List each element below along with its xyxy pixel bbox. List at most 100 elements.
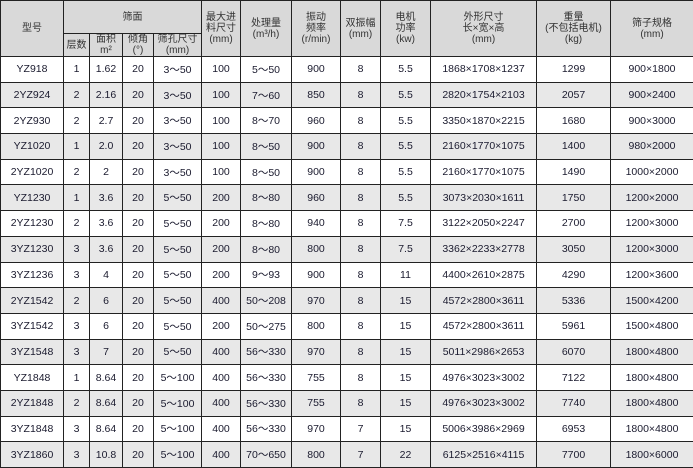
cell-motor-power: 5.5 xyxy=(381,108,431,134)
cell-aperture: 3～50 xyxy=(154,159,202,185)
cell-max-feed: 100 xyxy=(202,57,241,83)
cell-weight: 7740 xyxy=(537,390,611,416)
header-amplitude: 双振幅(mm) xyxy=(341,1,381,57)
cell-screen-spec: 1500×4800 xyxy=(611,313,693,339)
cell-capacity: 50～275 xyxy=(241,313,292,339)
cell-frequency: 970 xyxy=(292,416,341,442)
cell-area: 1.62 xyxy=(90,57,123,83)
cell-motor-power: 15 xyxy=(381,288,431,314)
cell-layers: 3 xyxy=(64,416,90,442)
cell-weight: 1490 xyxy=(537,159,611,185)
cell-screen-spec: 900×3000 xyxy=(611,108,693,134)
header-weight: 重量(不包括电机)(kg) xyxy=(537,1,611,57)
cell-dimensions: 1868×1708×1237 xyxy=(431,57,537,83)
cell-screen-spec: 1000×2000 xyxy=(611,159,693,185)
cell-motor-power: 5.5 xyxy=(381,82,431,108)
cell-layers: 2 xyxy=(64,82,90,108)
cell-weight: 1680 xyxy=(537,108,611,134)
cell-model: 2YZ924 xyxy=(1,82,64,108)
cell-model: 3YZ1548 xyxy=(1,339,64,365)
cell-angle: 20 xyxy=(123,211,154,237)
cell-capacity: 70～650 xyxy=(241,442,292,468)
cell-motor-power: 11 xyxy=(381,262,431,288)
cell-area: 3.6 xyxy=(90,185,123,211)
cell-aperture: 5～100 xyxy=(154,390,202,416)
cell-aperture: 5～100 xyxy=(154,365,202,391)
cell-max-feed: 400 xyxy=(202,390,241,416)
cell-motor-power: 22 xyxy=(381,442,431,468)
cell-layers: 1 xyxy=(64,185,90,211)
cell-capacity: 56～330 xyxy=(241,416,292,442)
cell-model: 3YZ1860 xyxy=(1,442,64,468)
cell-weight: 6070 xyxy=(537,339,611,365)
cell-model: YZ918 xyxy=(1,57,64,83)
cell-motor-power: 7.5 xyxy=(381,236,431,262)
cell-angle: 20 xyxy=(123,236,154,262)
cell-model: 3YZ1848 xyxy=(1,416,64,442)
cell-angle: 20 xyxy=(123,288,154,314)
cell-max-feed: 400 xyxy=(202,339,241,365)
cell-screen-spec: 1200×3000 xyxy=(611,236,693,262)
cell-capacity: 8～80 xyxy=(241,185,292,211)
cell-screen-spec: 900×2400 xyxy=(611,82,693,108)
cell-angle: 20 xyxy=(123,82,154,108)
cell-amplitude: 8 xyxy=(341,339,381,365)
cell-aperture: 5～50 xyxy=(154,185,202,211)
cell-model: YZ1848 xyxy=(1,365,64,391)
cell-max-feed: 100 xyxy=(202,134,241,160)
cell-angle: 20 xyxy=(123,159,154,185)
cell-amplitude: 8 xyxy=(341,390,381,416)
cell-screen-spec: 1800×4800 xyxy=(611,416,693,442)
cell-frequency: 970 xyxy=(292,339,341,365)
cell-area: 8.64 xyxy=(90,416,123,442)
cell-model: 3YZ1542 xyxy=(1,313,64,339)
cell-layers: 2 xyxy=(64,159,90,185)
cell-dimensions: 4400×2610×2875 xyxy=(431,262,537,288)
cell-frequency: 800 xyxy=(292,236,341,262)
cell-area: 3.6 xyxy=(90,211,123,237)
cell-layers: 3 xyxy=(64,262,90,288)
cell-capacity: 8～80 xyxy=(241,236,292,262)
cell-amplitude: 8 xyxy=(341,159,381,185)
cell-area: 6 xyxy=(90,313,123,339)
cell-capacity: 8～50 xyxy=(241,159,292,185)
cell-angle: 20 xyxy=(123,416,154,442)
cell-amplitude: 7 xyxy=(341,442,381,468)
cell-motor-power: 15 xyxy=(381,416,431,442)
cell-max-feed: 200 xyxy=(202,236,241,262)
cell-aperture: 3～50 xyxy=(154,108,202,134)
cell-screen-spec: 980×2000 xyxy=(611,134,693,160)
cell-angle: 20 xyxy=(123,108,154,134)
header-screen-spec: 筛子规格(mm) xyxy=(611,1,693,57)
cell-angle: 20 xyxy=(123,185,154,211)
cell-layers: 3 xyxy=(64,442,90,468)
cell-layers: 2 xyxy=(64,288,90,314)
cell-weight: 1299 xyxy=(537,57,611,83)
cell-model: YZ1230 xyxy=(1,185,64,211)
header-screen-surface: 筛面 xyxy=(64,1,202,34)
cell-max-feed: 400 xyxy=(202,288,241,314)
cell-max-feed: 400 xyxy=(202,365,241,391)
cell-area: 2.16 xyxy=(90,82,123,108)
cell-max-feed: 100 xyxy=(202,108,241,134)
cell-aperture: 3～50 xyxy=(154,134,202,160)
cell-model: 2YZ1020 xyxy=(1,159,64,185)
cell-capacity: 9～93 xyxy=(241,262,292,288)
cell-amplitude: 8 xyxy=(341,134,381,160)
header-aperture: 筛孔尺寸(mm) xyxy=(154,34,202,57)
cell-area: 3.6 xyxy=(90,236,123,262)
cell-layers: 2 xyxy=(64,211,90,237)
cell-weight: 3050 xyxy=(537,236,611,262)
cell-max-feed: 200 xyxy=(202,313,241,339)
cell-dimensions: 5011×2986×2653 xyxy=(431,339,537,365)
cell-capacity: 56～330 xyxy=(241,339,292,365)
cell-angle: 20 xyxy=(123,57,154,83)
cell-area: 8.64 xyxy=(90,390,123,416)
cell-aperture: 5～50 xyxy=(154,236,202,262)
cell-motor-power: 5.5 xyxy=(381,134,431,160)
